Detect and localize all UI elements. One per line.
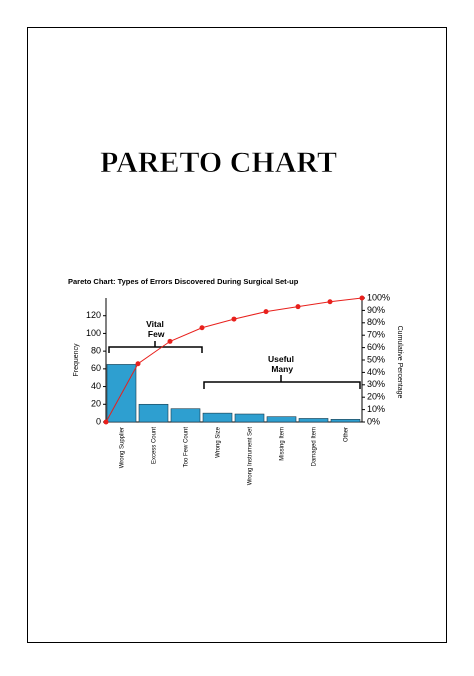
cumulative-point [199, 325, 205, 331]
x-tick-label: Wrong Size [216, 426, 222, 458]
cumulative-point [167, 338, 173, 344]
bar [298, 418, 329, 423]
x-tick-label: Other [344, 427, 350, 442]
bar [138, 403, 169, 423]
bar [266, 416, 297, 423]
x-tick-label: Damaged Item [312, 427, 318, 466]
y2-tick-label: 20% [367, 392, 385, 402]
x-tick-label: Excess Count [152, 427, 158, 464]
y2-tick-label: 40% [367, 367, 385, 377]
cumulative-point [295, 304, 301, 310]
cumulative-point [359, 295, 365, 301]
y2-tick-label: 100% [367, 292, 390, 302]
vital-few-bracket [108, 341, 203, 353]
cumulative-point [135, 361, 141, 367]
y-tick-label: 100 [86, 328, 101, 338]
bar [330, 419, 361, 423]
y2-tick-label: 60% [367, 342, 385, 352]
y2-tick-label: 70% [367, 330, 385, 340]
y-tick-label: 40 [91, 381, 101, 391]
cumulative-point [327, 299, 333, 305]
y2-tick-label: 80% [367, 317, 385, 327]
cumulative-point [263, 309, 269, 315]
bar [234, 413, 265, 423]
chart-title: Pareto Chart: Types of Errors Discovered… [68, 277, 299, 286]
x-tick-label: Wrong Instrument Set [248, 427, 254, 486]
y-tick-label: 80 [91, 346, 101, 356]
useful-many-bracket [203, 375, 361, 389]
cumulative-point [231, 316, 237, 322]
y2-tick-label: 10% [367, 404, 385, 414]
y2-tick-label: 90% [367, 305, 385, 315]
annotation: Vital Few [146, 319, 165, 339]
y-tick-label: 0 [96, 416, 101, 426]
x-tick-label: Missing Item [280, 427, 286, 461]
page-border [27, 27, 447, 643]
y2-tick-label: 50% [367, 354, 385, 364]
bar [170, 408, 201, 423]
y2-axis-label: Cumulative Percentage [396, 326, 403, 399]
y-axis-label: Frequency [73, 343, 80, 377]
y2-tick-label: 0% [367, 416, 380, 426]
y-tick-label: 120 [86, 310, 101, 320]
y2-tick-label: 30% [367, 379, 385, 389]
bar [202, 412, 233, 423]
annotation: Useful Many [268, 354, 294, 374]
x-tick-label: Too Few Count [184, 427, 190, 468]
y-tick-label: 20 [91, 399, 101, 409]
y-tick-label: 60 [91, 363, 101, 373]
origin-dot [103, 419, 109, 425]
x-tick-label: Wrong Supplier [120, 427, 126, 468]
page-title: PARETO CHART [100, 146, 337, 179]
